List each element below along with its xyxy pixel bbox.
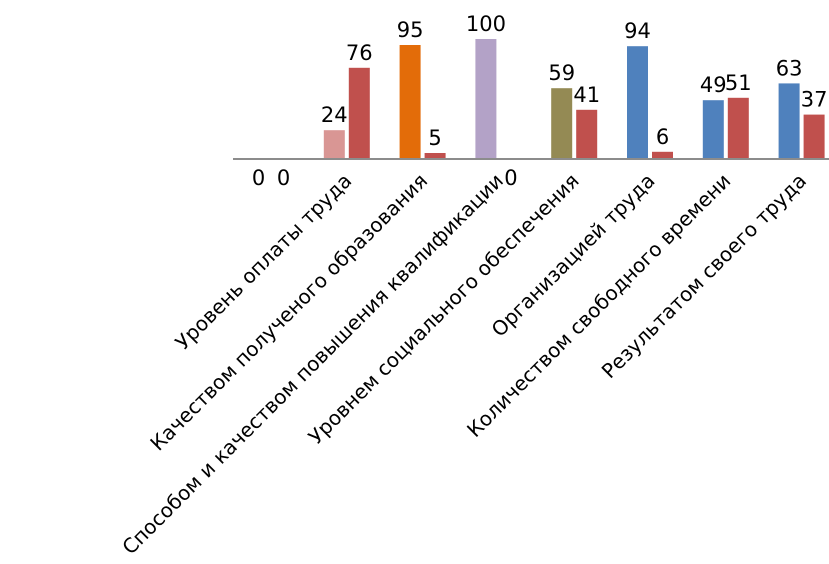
value-label: 59 [548, 61, 575, 85]
value-label: 37 [801, 88, 828, 112]
bar [576, 109, 598, 159]
value-label: 94 [624, 19, 651, 43]
bar [551, 88, 573, 159]
bar [323, 130, 345, 159]
value-label: 0 [504, 166, 517, 190]
value-label: 0 [277, 166, 290, 190]
bar [778, 83, 800, 159]
value-label: 63 [776, 56, 803, 80]
value-label: 6 [656, 125, 669, 149]
value-label: 24 [321, 103, 348, 127]
x-tick-label: Качеством полученого образования [145, 169, 432, 456]
value-label: 0 [252, 166, 265, 190]
value-label: 95 [397, 18, 424, 42]
bar [727, 97, 749, 159]
value-label: 5 [428, 126, 441, 150]
bar [475, 39, 497, 159]
x-tick-label: Уровнем социального обеспечения [304, 169, 584, 449]
bar [702, 100, 724, 159]
bar [348, 67, 370, 159]
value-label: 100 [466, 12, 506, 36]
bar [803, 114, 825, 159]
bar [424, 153, 446, 159]
value-label: 49 [700, 73, 727, 97]
value-label: 51 [725, 71, 752, 95]
x-tick-label: Количеством свободного времени [462, 169, 735, 442]
bar [652, 151, 673, 159]
bar [627, 46, 648, 160]
bar [399, 45, 421, 159]
value-label: 41 [573, 83, 600, 107]
value-label: 76 [346, 41, 373, 65]
